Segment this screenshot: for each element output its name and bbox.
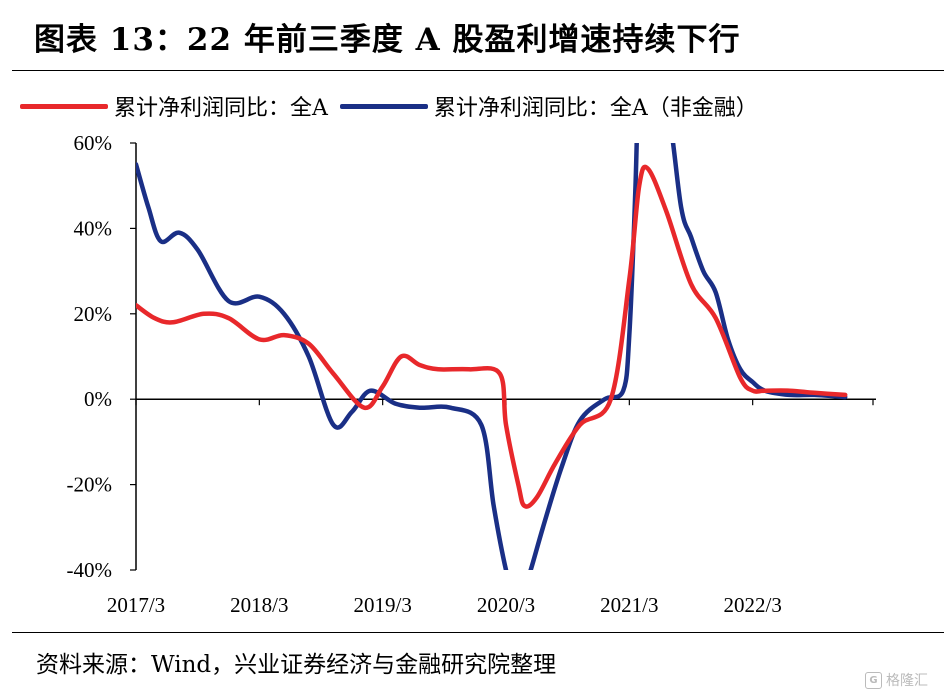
y-tick-label: 40%	[74, 216, 113, 240]
x-tick-label: 2019/3	[353, 593, 411, 617]
source-note: 资料来源：Wind，兴业证券经济与金融研究院整理	[36, 652, 557, 678]
chart-title: 图表 13：22 年前三季度 A 股盈利增速持续下行	[34, 22, 741, 58]
axes	[130, 142, 876, 571]
y-tick-label: 20%	[74, 302, 113, 326]
tick-labels: 60% 40% 20% 0% -20% -40% 2017/3 2018/3 2019/3 202…	[67, 131, 782, 617]
y-tick-label: 60%	[74, 131, 113, 155]
source-divider	[12, 632, 944, 633]
watermark: G 格隆汇	[865, 670, 928, 690]
x-tick-label: 2022/3	[723, 593, 781, 617]
x-tick-label: 2020/3	[477, 593, 535, 617]
y-tick-label: -20%	[67, 473, 113, 497]
watermark-logo-icon: G	[865, 671, 882, 689]
legend-item-blue: 累计净利润同比：全A（非金融）	[339, 90, 758, 122]
watermark-text: 格隆汇	[886, 673, 928, 689]
legend: 累计净利润同比：全A 累计净利润同比：全A（非金融）	[20, 91, 770, 121]
x-tick-label: 2018/3	[230, 593, 288, 617]
y-tick-label: -40%	[67, 558, 113, 582]
legend-label-red: 累计净利润同比：全A	[114, 96, 328, 121]
series-line-all-a	[136, 164, 848, 509]
series-layer	[136, 143, 848, 570]
y-tick-label: 0%	[84, 387, 112, 411]
legend-swatch-red	[20, 103, 108, 109]
legend-swatch-blue	[339, 103, 428, 109]
title-divider	[12, 70, 944, 71]
x-tick-label: 2017/3	[107, 593, 165, 617]
legend-label-blue: 累计净利润同比：全A（非金融）	[433, 96, 758, 121]
legend-item-red: 累计净利润同比：全A	[20, 90, 328, 122]
series-line-all-a-non-financial	[136, 143, 848, 570]
x-tick-label: 2021/3	[600, 593, 658, 617]
